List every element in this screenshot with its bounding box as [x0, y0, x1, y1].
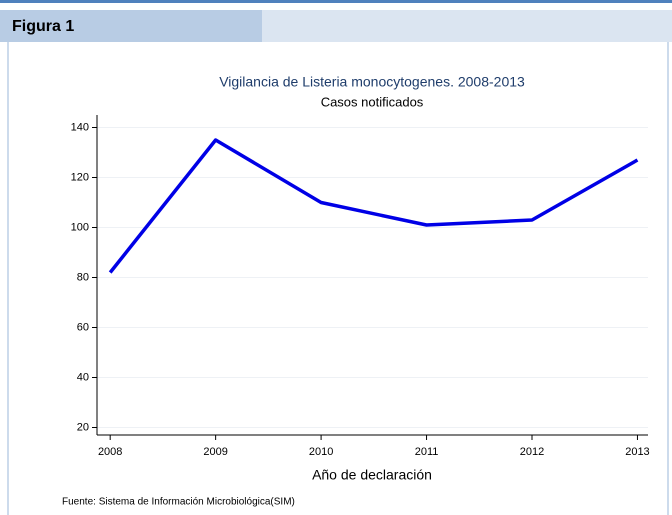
y-tick-label: 40: [77, 371, 89, 383]
x-axis-label: Año de declaración: [312, 467, 432, 483]
y-tick-label: 20: [77, 421, 89, 433]
x-tick-label: 2011: [415, 446, 439, 458]
y-tick-label: 80: [77, 271, 89, 283]
x-tick-label: 2008: [98, 446, 122, 458]
x-tick-label: 2010: [309, 446, 333, 458]
x-tick-label: 2012: [520, 446, 544, 458]
top-border: [0, 0, 672, 3]
y-tick-label: 100: [71, 221, 89, 233]
x-tick-label: 2013: [625, 446, 649, 458]
y-tick-label: 140: [71, 121, 89, 133]
y-tick-label: 60: [77, 321, 89, 333]
y-tick-label: 120: [71, 171, 89, 183]
footer: Fuente: Sistema de Información Microbiol…: [62, 497, 295, 508]
chart-title: Vigilancia de Listeria monocytogenes. 20…: [219, 74, 525, 90]
chart-subtitle: Casos notificados: [321, 94, 424, 109]
data-line: [108, 138, 639, 274]
header-title: Figura 1: [12, 18, 74, 35]
x-tick-label: 2009: [203, 446, 227, 458]
header-box: [0, 10, 262, 42]
header-band: [262, 10, 672, 42]
